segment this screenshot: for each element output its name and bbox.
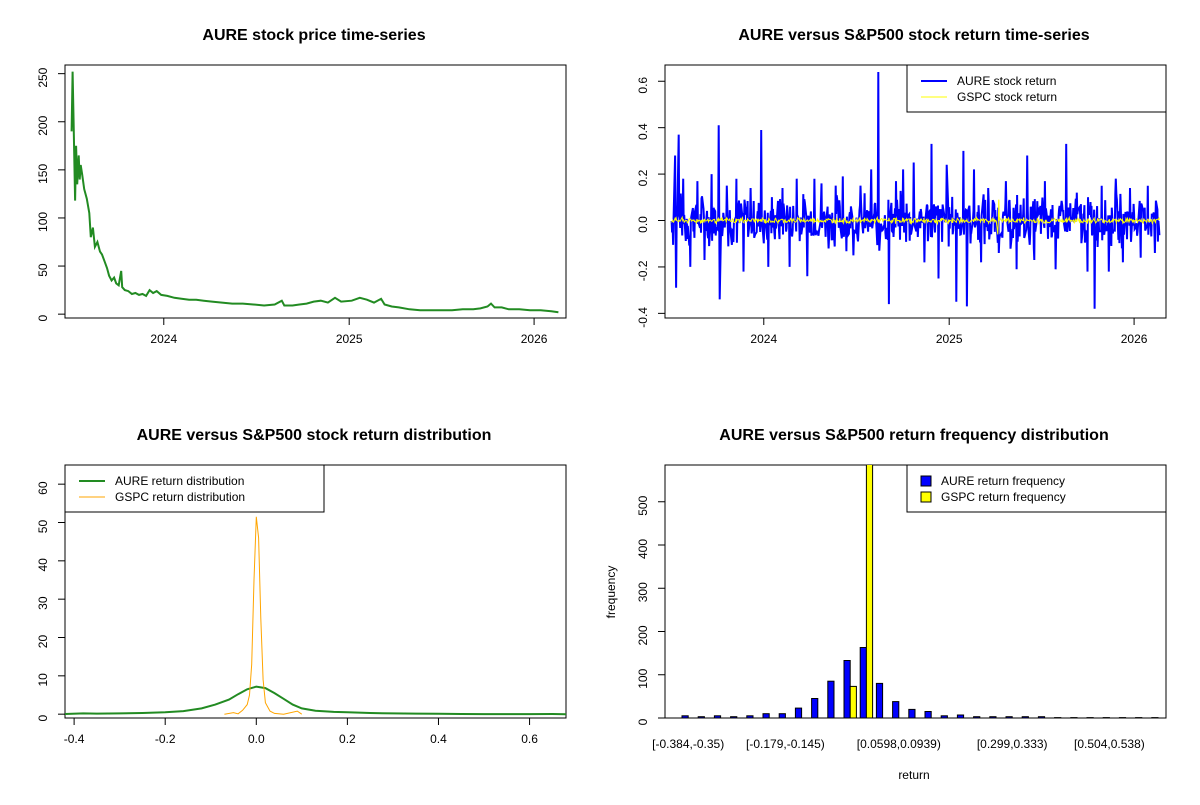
- aure-frequency-bar: [731, 717, 737, 718]
- aure-frequency-bar: [812, 699, 818, 719]
- legend-box: [907, 65, 1166, 112]
- price-series-line: [72, 72, 559, 313]
- x-tick-label: [-0.179,-0.145): [746, 737, 825, 751]
- aure-frequency-bar: [1022, 717, 1028, 718]
- y-tick-label: 0.0: [636, 216, 650, 233]
- gspc-frequency-bar: [850, 686, 856, 718]
- y-tick-label: 300: [636, 582, 650, 602]
- x-tick-label: -0.4: [64, 732, 85, 746]
- aure-frequency-bar: [763, 714, 769, 718]
- frequency-distribution-chart: 0 100 200 300 400 500 [-0.384,-0.35) [-0.179,-0…: [636, 460, 1166, 751]
- y-tick-label: 0.2: [636, 169, 650, 186]
- plot-frame-price: [65, 65, 566, 318]
- gspc-density-line: [224, 517, 301, 714]
- y-tick-label: 0: [636, 718, 650, 725]
- legend-swatch: [921, 476, 931, 486]
- x-tick-label: 0.2: [339, 732, 356, 746]
- gspc-frequency-bar: [866, 460, 872, 718]
- x-tick-label: 2025: [336, 332, 363, 346]
- y-tick-label: 100: [36, 212, 50, 232]
- y-tick-label: -0.2: [636, 260, 650, 281]
- y-tick-label: 10: [36, 673, 50, 687]
- title-return-timeseries: AURE versus S&P500 stock return time-ser…: [738, 27, 1089, 44]
- y-tick-label: 50: [36, 520, 50, 534]
- aure-frequency-bar: [795, 708, 801, 718]
- y-tick-label: 50: [36, 263, 50, 277]
- y-tick-label: -0.4: [636, 307, 650, 328]
- title-price-chart: AURE stock price time-series: [202, 27, 425, 44]
- aure-frequency-bar: [698, 717, 704, 718]
- y-tick-label: 0.6: [636, 77, 650, 94]
- legend-swatch: [921, 492, 931, 502]
- aure-frequency-bar: [714, 716, 720, 718]
- aure-frequency-bar: [925, 712, 931, 719]
- y-tick-label: 0: [36, 314, 50, 321]
- aure-frequency-bar: [844, 661, 850, 719]
- x-tick-label: 2024: [750, 332, 777, 346]
- legend-label: GSPC stock return: [957, 90, 1057, 104]
- legend-label: GSPC return distribution: [115, 490, 245, 504]
- aure-frequency-bar: [747, 716, 753, 718]
- x-tick-label: 2026: [1121, 332, 1148, 346]
- aure-frequency-bar: [909, 709, 915, 718]
- y-tick-label: 20: [36, 635, 50, 649]
- legend-label: AURE return frequency: [941, 474, 1065, 488]
- legend-label: AURE return distribution: [115, 474, 244, 488]
- x-tick-label: [0.0598,0.0939): [857, 737, 941, 751]
- legend-label: GSPC return frequency: [941, 490, 1066, 504]
- y-tick-label: 250: [36, 67, 50, 87]
- aure-frequency-bar: [990, 717, 996, 718]
- legend-box: [907, 465, 1166, 512]
- legend-label: AURE stock return: [957, 74, 1056, 88]
- ylabel-frequency: frequency: [604, 566, 618, 619]
- price-chart: 2024 2025 2026 0 50 100 150 200 250: [36, 67, 558, 346]
- aure-frequency-bar: [974, 717, 980, 718]
- y-tick-label: 200: [636, 625, 650, 645]
- aure-frequency-bar: [957, 715, 963, 718]
- x-tick-label: 2024: [150, 332, 177, 346]
- aure-frequency-bar: [860, 648, 866, 719]
- y-tick-label: 40: [36, 558, 50, 572]
- x-tick-label: [0.299,0.333): [977, 737, 1048, 751]
- aure-frequency-bar: [682, 716, 688, 718]
- aure-frequency-bar: [828, 681, 834, 718]
- aure-frequency-bar: [1006, 717, 1012, 718]
- y-tick-label: 100: [636, 668, 650, 688]
- legend-box: [65, 465, 324, 512]
- x-tick-label: 0.0: [248, 732, 265, 746]
- y-tick-label: 200: [36, 115, 50, 135]
- y-tick-label: 500: [636, 495, 650, 515]
- x-tick-label: -0.2: [155, 732, 176, 746]
- aure-frequency-bar: [876, 683, 882, 718]
- y-tick-label: 0: [36, 715, 50, 722]
- x-tick-label: 2025: [936, 332, 963, 346]
- return-distribution-chart: -0.4 -0.2 0.0 0.2 0.4 0.6 0 10 20 30 40 50 60 AURE re…: [36, 465, 566, 746]
- xlabel-frequency: return: [898, 768, 929, 782]
- x-tick-label: [0.504,0.538): [1074, 737, 1145, 751]
- aure-frequency-bar: [779, 714, 785, 718]
- title-return-distribution: AURE versus S&P500 stock return distribu…: [137, 427, 492, 444]
- y-tick-label: 0.4: [636, 123, 650, 140]
- aure-frequency-bar: [941, 716, 947, 718]
- title-frequency-distribution: AURE versus S&P500 return frequency dist…: [719, 427, 1108, 444]
- x-tick-label: 0.6: [521, 732, 538, 746]
- aure-frequency-bar: [1038, 717, 1044, 718]
- y-tick-label: 60: [36, 481, 50, 495]
- aure-frequency-bar: [893, 702, 899, 718]
- y-tick-label: 150: [36, 164, 50, 184]
- y-tick-label: 30: [36, 596, 50, 610]
- x-tick-label: [-0.384,-0.35): [652, 737, 724, 751]
- x-tick-label: 2026: [521, 332, 548, 346]
- aure-density-line: [65, 687, 566, 715]
- return-timeseries-chart: 2024 2025 2026 -0.4 -0.2 0.0 0.2 0.4 0.6 AURE sto…: [636, 65, 1166, 346]
- y-tick-label: 400: [636, 539, 650, 559]
- x-tick-label: 0.4: [430, 732, 447, 746]
